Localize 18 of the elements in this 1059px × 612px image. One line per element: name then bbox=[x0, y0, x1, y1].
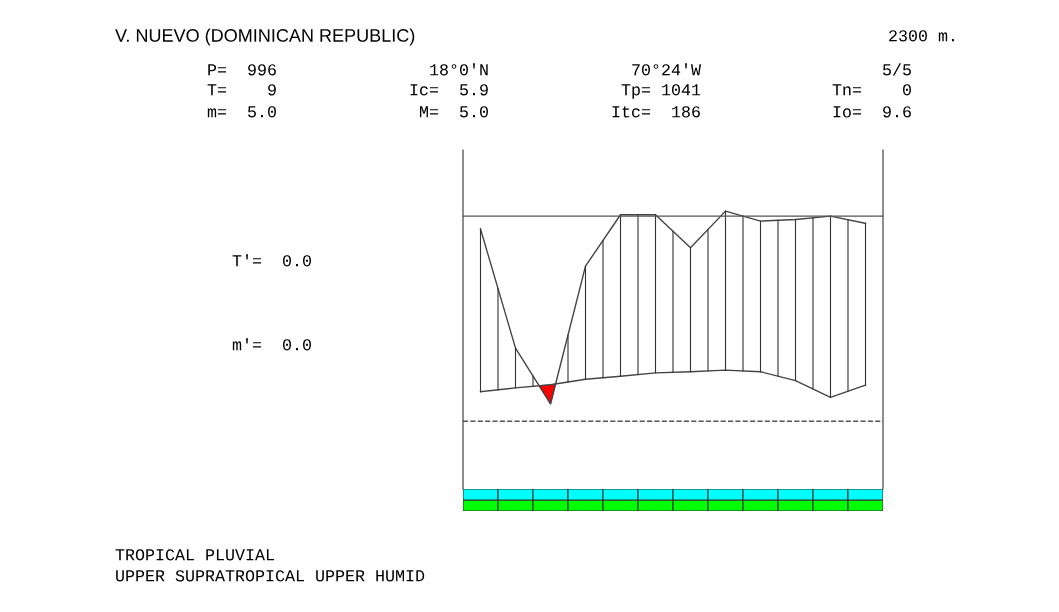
text: 70°24'W bbox=[632, 63, 701, 76]
text: UPPER SUPRATROPICAL UPPER HUMID bbox=[116, 570, 425, 582]
text: T'= 0.0 bbox=[232, 254, 311, 267]
text: 5/5 bbox=[883, 63, 911, 76]
text: Tp= 1041 bbox=[621, 84, 701, 99]
text: V. NUEVO (DOMINICAN REPUBLIC) bbox=[115, 28, 415, 46]
text: TROPICAL PLUVIAL bbox=[115, 549, 274, 561]
text: 18°0'N bbox=[430, 63, 488, 76]
text: Ic= 5.9 bbox=[410, 84, 488, 96]
text: Itc= 186 bbox=[612, 106, 700, 118]
text: Tn= 0 bbox=[832, 84, 911, 96]
text: m'= 0.0 bbox=[232, 338, 311, 351]
text: m= 5.0 bbox=[207, 106, 276, 118]
text: M= 5.0 bbox=[420, 106, 488, 118]
text: P= 996 bbox=[208, 64, 276, 76]
text: T= 9 bbox=[207, 84, 276, 96]
text: 2300 m. bbox=[889, 30, 954, 42]
text: Io= 9.6 bbox=[833, 106, 911, 118]
